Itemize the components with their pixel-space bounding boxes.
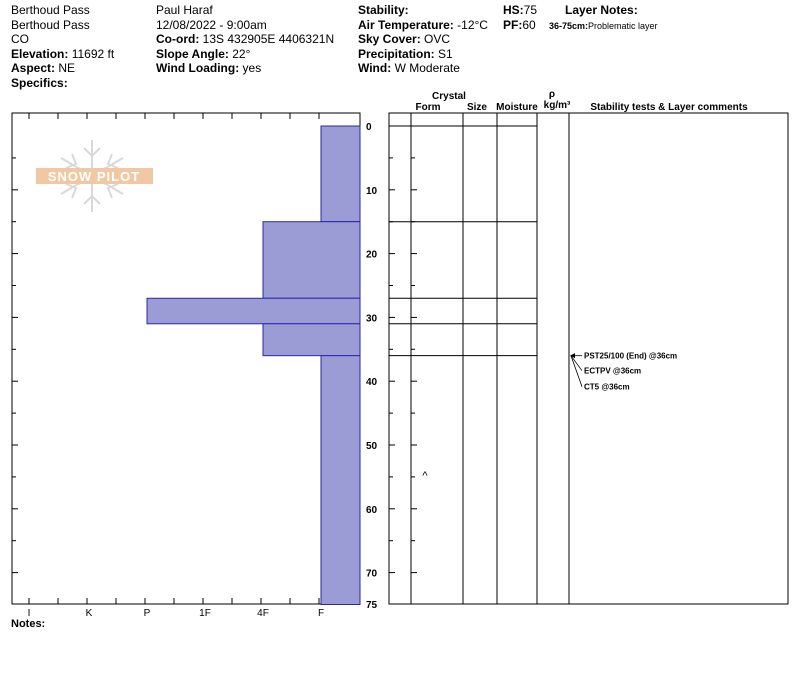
- hardness-tick-label: P: [144, 608, 151, 619]
- stability-test-label: PST25/100 (End) @36cm: [584, 352, 677, 361]
- stability: Stability:: [358, 3, 409, 17]
- logo-band: [36, 168, 153, 184]
- hardness-tick-label: F: [318, 608, 324, 619]
- stability-test-leader: [570, 355, 583, 371]
- chart-dynamic: I K P 1F 4F F 0 10 20 30 40 50 60 70 75 ^ PST25/100 (End…: [11, 112, 789, 619]
- header-crystal: Crystal: [432, 91, 466, 102]
- layer-note-entry: 36-75cm:Problematic layer: [549, 19, 658, 34]
- state: CO: [11, 32, 29, 46]
- hardness-frame: [11, 112, 361, 605]
- header-size: Size: [467, 102, 487, 113]
- observer: Paul Haraf: [156, 3, 213, 17]
- hardness-bar: [146, 297, 361, 325]
- wind: Wind: W Moderate: [358, 61, 460, 75]
- hardness-tick-label: 4F: [257, 608, 269, 619]
- logo-text: SNOW PILOT: [48, 169, 140, 184]
- header-moisture: Moisture: [496, 102, 538, 113]
- layer-notes: Layer Notes:: [565, 3, 638, 18]
- stability-test-leader: [570, 355, 583, 387]
- specifics: Specifics:: [11, 75, 68, 90]
- header-density: kg/m³: [544, 100, 571, 111]
- header-col4: HS:75 PF:60: [503, 3, 537, 32]
- site-name: Berthoud Pass: [11, 17, 90, 32]
- depth-tick-label: 10: [366, 186, 378, 197]
- aspect: Aspect: NE: [11, 61, 76, 75]
- depth-tick-label: 30: [366, 313, 378, 324]
- depth-tick-label: 70: [366, 569, 378, 580]
- layer-note-text: Problematic layer: [588, 21, 658, 31]
- depth-tick-label: 60: [366, 505, 378, 516]
- layer-notes-title: Layer Notes:: [565, 3, 638, 17]
- depth-tick-label: 40: [366, 377, 378, 388]
- header-col2: Paul Haraf 12/08/2022 - 9:00am Co-ord: 1…: [156, 3, 334, 76]
- slope-angle: Slope Angle: 22°: [156, 46, 251, 61]
- datetime: 12/08/2022 - 9:00am: [156, 17, 267, 32]
- header-rho: ρ: [549, 89, 555, 100]
- wind-loading: Wind Loading: yes: [156, 61, 262, 75]
- location-name: Berthoud Pass: [11, 3, 90, 17]
- header-comments: Stability tests & Layer comments: [590, 102, 748, 113]
- snow-height: HS:75: [503, 3, 538, 17]
- snowpilot-logo: SNOW PILOT: [36, 140, 153, 212]
- hardness-bar: [320, 355, 361, 605]
- hardness-tick-label: K: [86, 608, 93, 619]
- notes-label: Notes:: [11, 618, 45, 630]
- header-form: Form: [416, 102, 441, 113]
- depth-tick-label: 20: [366, 250, 378, 261]
- stability-arrow-icon: [570, 353, 575, 359]
- depth-tick-label: 0: [366, 122, 372, 133]
- depth-tick-label: 75: [366, 600, 378, 611]
- layer-table-frame: [388, 112, 789, 605]
- depth-tick-label: 50: [366, 441, 378, 452]
- stability-test-label: ECTPV @36cm: [584, 367, 641, 376]
- header-col1: Berthoud Pass Berthoud Pass CO Elevation…: [11, 3, 114, 90]
- header-col3: Stability: Air Temperature: -12°C Sky Co…: [358, 3, 488, 76]
- precipitation: Precipitation: S1: [358, 46, 453, 61]
- sky-cover: Sky Cover: OVC: [358, 32, 451, 46]
- hardness-bar: [262, 323, 361, 357]
- layer-note-range: 36-75cm:: [549, 21, 589, 31]
- hardness-bar: [262, 221, 361, 299]
- grain-form-symbol: ^: [422, 470, 428, 482]
- air-temperature: Air Temperature: -12°C: [358, 17, 488, 32]
- stability-test-label: CT5 @36cm: [584, 383, 630, 392]
- penetration-foot: PF:60: [503, 17, 536, 32]
- hardness-tick-label: I: [28, 608, 31, 619]
- hardness-bar: [320, 125, 361, 223]
- coordinates: Co-ord: 13S 432905E 4406321N: [156, 32, 335, 46]
- hardness-tick-label: 1F: [199, 608, 211, 619]
- elevation: Elevation: 11692 ft: [11, 46, 115, 61]
